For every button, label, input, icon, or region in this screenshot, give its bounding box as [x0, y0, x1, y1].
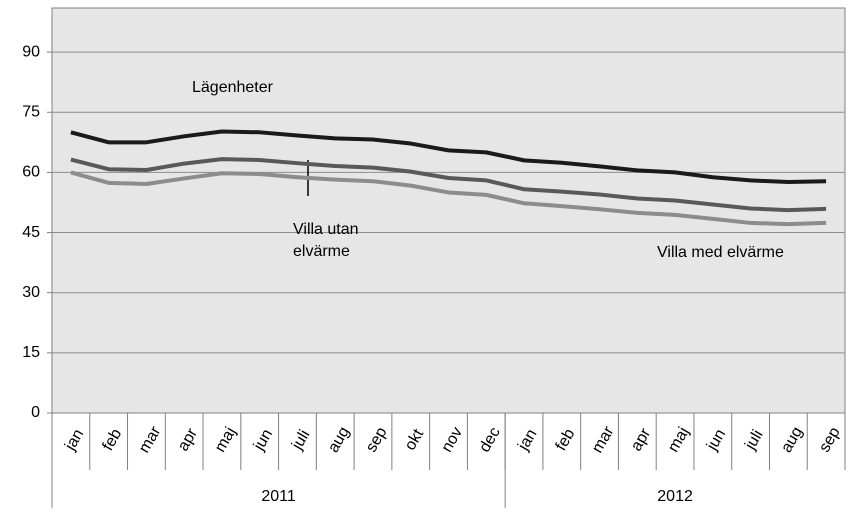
series-line — [70, 157, 827, 213]
x-group-label: 2012 — [657, 488, 693, 505]
x-tick-label: feb — [99, 426, 125, 454]
x-tick-label: aug — [325, 424, 353, 456]
series-line — [70, 129, 827, 185]
series-line — [70, 170, 827, 227]
y-tick-label: 45 — [22, 224, 40, 241]
x-tick-label: mar — [589, 423, 618, 456]
series-label: Villa med elvärme — [657, 244, 784, 261]
x-tick-label: sep — [816, 424, 844, 455]
x-tick-label: maj — [212, 424, 240, 455]
x-tick-label: feb — [553, 426, 579, 454]
x-tick-label: dec — [476, 424, 504, 455]
y-tick-label: 30 — [22, 284, 40, 301]
y-tick-label: 60 — [22, 164, 40, 181]
x-tick-label: sep — [363, 424, 391, 455]
x-tick-label: jan — [61, 426, 87, 454]
y-tick-label: 75 — [22, 103, 40, 120]
x-tick-label: mar — [136, 423, 165, 456]
series-label: Lägenheter — [192, 79, 273, 96]
x-tick-label: jan — [515, 426, 541, 454]
x-group-label: 2011 — [261, 488, 296, 505]
x-tick-label: juli — [742, 427, 767, 453]
x-tick-label: apr — [628, 425, 655, 454]
series-label: Villa utan elvärme — [293, 221, 359, 260]
x-tick-label: juli — [288, 427, 313, 453]
x-tick-label: maj — [665, 424, 693, 455]
x-tick-label: jun — [703, 426, 729, 454]
x-tick-label: okt — [402, 426, 428, 453]
x-tick-label: nov — [438, 424, 466, 455]
x-tick-label: apr — [175, 425, 202, 454]
y-tick-label: 0 — [31, 404, 40, 421]
y-tick-label: 15 — [22, 344, 40, 361]
x-tick-label: aug — [778, 424, 806, 456]
plot-area — [51, 7, 846, 414]
x-tick-label: jun — [250, 426, 276, 454]
y-tick-label: 90 — [22, 43, 40, 60]
